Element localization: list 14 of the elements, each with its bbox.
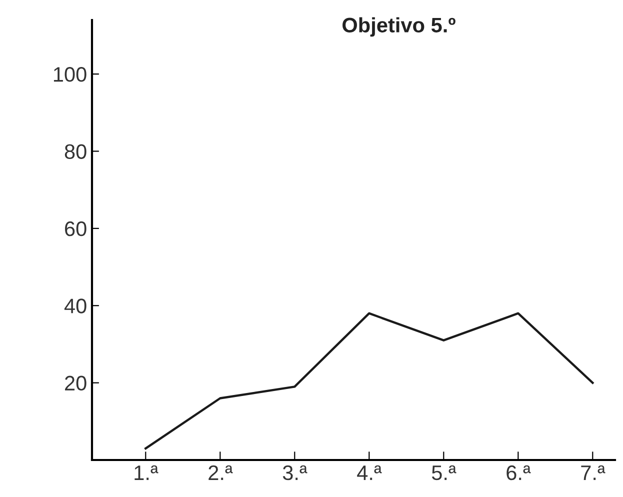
y-tick-label: 20: [65, 376, 86, 391]
x-tick-label: 2.ª: [208, 465, 233, 480]
x-tick-label: 7.ª: [581, 465, 606, 480]
x-tick-label: 4.ª: [357, 465, 382, 480]
line-series: [144, 312, 594, 450]
y-tick-label: 100: [54, 67, 86, 82]
x-tick-label: 1.ª: [134, 465, 158, 480]
y-tick-label: 40: [64, 298, 86, 314]
y-tick-label: 60: [65, 221, 86, 236]
chart-title: Objetivo 5.º: [342, 17, 456, 37]
y-tick-label: 80: [64, 144, 86, 159]
x-tick-label: 3.ª: [282, 465, 308, 480]
x-tick-label: 5.ª: [432, 465, 456, 480]
x-tick-label: 6.ª: [506, 465, 531, 480]
